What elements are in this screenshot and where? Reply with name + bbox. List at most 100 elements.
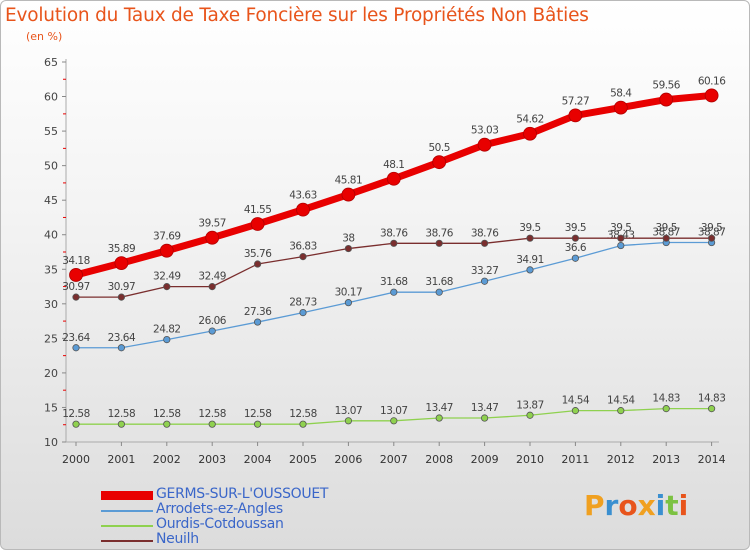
data-label-1: 23.64 [108,332,136,344]
legend-swatch [101,491,153,500]
data-label-1: 28.73 [289,297,317,309]
series-point-3 [707,234,716,242]
series-point-3 [390,239,398,247]
unit-label: (en %) [26,30,63,43]
series-point-0 [386,171,401,186]
x-tick-label: 2011 [561,453,589,466]
x-tick-label: 2006 [334,453,362,466]
series-point-2 [299,420,307,428]
series-point-3 [254,260,262,268]
legend-item: GERMS-SUR-L'OUSSOUET [101,486,361,503]
data-label-0: 34.18 [62,255,90,267]
series-point-3 [344,244,352,253]
series-point-2 [344,417,352,425]
y-tick-label: 45 [44,194,58,207]
series-point-3 [526,234,534,242]
legend-label: Neuilh [156,531,199,547]
data-label-3: 39.5 [656,222,677,234]
data-label-0: 50.5 [429,142,450,154]
legend-swatch [101,525,153,527]
x-tick-label: 2007 [380,453,408,466]
data-label-0: 53.03 [471,125,499,137]
series-point-3 [435,239,443,247]
y-tick-label: 55 [44,125,58,138]
series-point-2 [163,420,171,428]
data-label-2: 13.47 [425,402,453,414]
y-tick-label: 65 [44,56,58,69]
series-point-1 [480,277,489,285]
logo-letter: i [678,489,689,522]
chart-title: Evolution du Taux de Taxe Foncière sur l… [5,5,589,26]
legend-swatch [101,540,153,542]
legend-label: Ourdis-Cotdoussan [156,516,284,532]
series-point-3 [117,293,126,301]
data-label-3: 30.97 [108,281,136,293]
series-point-1 [571,254,580,262]
series-point-2 [571,407,580,415]
logo-letter: i [655,489,666,522]
data-label-0: 39.57 [198,218,226,230]
data-label-2: 12.58 [62,408,90,420]
series-point-1 [208,327,216,335]
data-label-1: 27.36 [244,306,272,318]
data-label-1: 34.91 [516,254,544,266]
series-point-0 [523,126,537,141]
x-tick-label: 2001 [107,453,135,466]
series-point-2 [617,407,625,415]
series-point-0 [432,155,447,170]
series-point-1 [390,288,398,296]
x-tick-label: 2003 [198,453,226,466]
data-label-1: 30.17 [335,287,363,299]
series-point-2 [117,420,126,428]
series-point-3 [480,239,489,247]
y-tick-label: 15 [44,401,58,414]
data-label-2: 12.58 [108,408,136,420]
data-label-0: 41.55 [244,204,272,216]
data-label-3: 32.49 [153,271,181,283]
x-tick-label: 2000 [62,453,90,466]
series-point-0 [704,88,719,103]
data-label-2: 12.58 [198,408,226,420]
data-label-0: 43.63 [289,190,317,202]
series-point-0 [613,100,628,115]
series-point-2 [72,420,80,428]
data-label-2: 12.58 [244,408,272,420]
legend-label: GERMS-SUR-L'OUSSOUET [156,486,329,502]
data-label-3: 35.76 [244,248,272,260]
series-point-2 [526,411,534,419]
series-point-0 [205,230,220,245]
series-point-1 [617,241,625,250]
series-point-1 [435,288,443,296]
data-label-2: 12.58 [153,408,181,420]
series-point-0 [341,187,356,202]
data-label-3: 38.76 [425,227,453,239]
data-label-2: 14.54 [607,395,635,407]
y-tick-label: 60 [44,91,58,104]
series-point-0 [114,256,129,271]
series-point-3 [571,234,580,242]
data-label-3: 38.76 [380,227,408,239]
series-point-2 [480,414,489,422]
y-tick-label: 10 [44,436,58,449]
x-tick-label: 2005 [289,453,317,466]
data-label-3: 30.97 [62,281,90,293]
logo-letter: P [584,489,605,522]
data-label-2: 13.07 [335,405,363,417]
data-label-3: 32.49 [198,271,226,283]
data-label-1: 38.87 [652,227,680,239]
series-point-0 [659,92,674,107]
series-point-2 [662,405,670,413]
series-point-1 [254,318,262,326]
data-label-3: 39.5 [565,222,586,234]
logo-letter: o [618,489,638,522]
series-point-1 [526,266,534,274]
data-label-0: 57.27 [562,95,590,107]
series-point-3 [208,283,216,291]
x-tick-label: 2013 [652,453,680,466]
x-tick-label: 2002 [153,453,181,466]
series-point-1 [72,344,80,352]
data-label-2: 14.83 [652,393,680,405]
data-label-3: 39.5 [519,222,540,234]
